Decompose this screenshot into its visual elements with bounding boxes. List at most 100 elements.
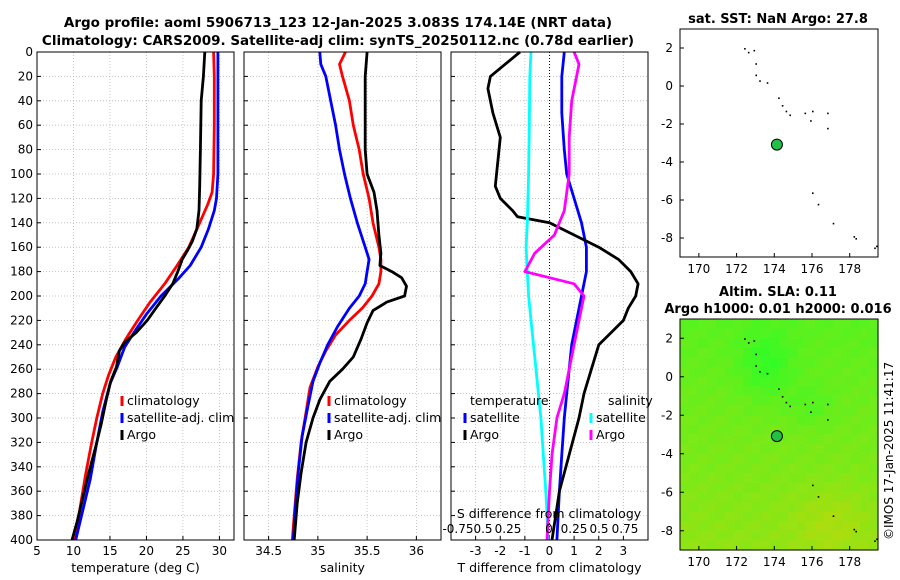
sla-cell: [761, 511, 771, 522]
sla-cell: [797, 338, 807, 349]
island-dot: [812, 401, 814, 404]
y-tick-label: -8: [661, 524, 673, 538]
sla-cell: [779, 501, 789, 513]
sla-cell: [707, 424, 717, 436]
sla-cell: [860, 396, 870, 407]
sla-cell: [707, 453, 717, 464]
sla-cell: [779, 521, 789, 532]
sla-cell: [779, 319, 789, 330]
sla-cell: [860, 338, 870, 349]
sla-cell: [770, 376, 780, 387]
island-dot: [778, 388, 780, 390]
sla-cell: [806, 347, 816, 359]
island-dot: [759, 80, 761, 82]
sla-cell: [698, 473, 708, 484]
sla-cell: [743, 328, 753, 339]
island-dot: [855, 238, 857, 240]
sla-cell: [824, 473, 834, 484]
sla-cell: [815, 347, 825, 359]
x-tick-label: 36: [409, 544, 424, 558]
sla-cell: [788, 347, 798, 359]
y-tick-label: 400: [10, 533, 33, 547]
x-tick-label: 178: [838, 555, 861, 569]
sla-cell: [689, 444, 699, 455]
sla-cell: [770, 492, 780, 503]
sla-cell: [851, 357, 861, 368]
sla-cell: [797, 540, 807, 551]
sla-cell: [734, 444, 744, 455]
sla-cell: [770, 473, 780, 484]
sla-cell: [680, 424, 690, 436]
sla-cell: [752, 386, 762, 397]
sla-cell: [788, 444, 798, 455]
legend-s-satellite-label: satellite: [596, 410, 646, 425]
top-tick-label: 0: [545, 522, 553, 536]
sla-cell: [752, 424, 762, 436]
sla-cell: [833, 319, 843, 330]
sla-cell: [815, 540, 825, 551]
sla-cell: [815, 357, 825, 368]
x-tick-label: 172: [725, 262, 748, 276]
sla-cell: [860, 376, 870, 387]
sla-cell: [725, 511, 735, 522]
sla-cell: [680, 492, 690, 503]
sla-cell: [779, 482, 789, 493]
sla-cell: [869, 319, 879, 330]
sla-cell: [725, 405, 735, 416]
sla-cell: [869, 521, 879, 532]
sla-cell: [860, 319, 870, 330]
sla-cell: [770, 357, 780, 368]
sla-cell: [680, 367, 690, 378]
sla-cell: [869, 482, 879, 493]
y-tick-label: -6: [661, 485, 673, 499]
sla-cell: [860, 540, 870, 551]
sla-cell: [761, 492, 771, 503]
sla-cell: [734, 415, 744, 426]
difference-panel: -3 -2 -1 0 1 2 3 T difference from climatology t…: [442, 50, 653, 575]
sla-cell: [806, 367, 816, 378]
sla-cell: [797, 492, 807, 503]
sla-cell: [806, 492, 816, 503]
sla-cell: [788, 521, 798, 532]
island-dot: [747, 342, 750, 344]
sla-cell: [797, 521, 807, 532]
sla-cell: [689, 328, 699, 339]
y-tick-label: 2: [665, 41, 673, 55]
sla-cell: [680, 376, 690, 387]
sla-cell: [806, 463, 816, 474]
sla-cell: [824, 367, 834, 378]
island-dot: [817, 496, 820, 498]
sla-cell: [761, 482, 771, 493]
y-tick-label: 220: [10, 313, 33, 327]
sla-cell: [743, 444, 753, 455]
difference-s-satellite-line: [524, 51, 550, 541]
sla-cell: [725, 453, 735, 464]
y-tick-label: 300: [10, 411, 33, 425]
island-dot: [766, 82, 769, 84]
sla-cell: [842, 473, 852, 484]
y-tick-label: 320: [10, 435, 33, 449]
sla-cell: [860, 482, 870, 493]
sla-cell: [815, 415, 825, 426]
island-dot: [747, 51, 750, 54]
sla-cell: [770, 415, 780, 426]
sla-cell: [869, 357, 879, 368]
sla-cell: [788, 367, 798, 378]
x-tick-label: 0: [546, 544, 554, 558]
sla-cell: [842, 530, 852, 541]
sla-cell: [815, 328, 825, 339]
island-dot: [874, 247, 876, 250]
sla-cell: [761, 521, 771, 532]
sla-cell: [806, 511, 816, 522]
x-tick-label: 176: [801, 555, 824, 569]
sla-cell: [689, 386, 699, 397]
x-tick-label: 35.5: [354, 544, 381, 558]
sla-cell: [833, 444, 843, 455]
sla-cell: [698, 511, 708, 522]
sla-cell: [707, 415, 717, 426]
sla-cell: [824, 501, 834, 513]
sla-cell: [779, 357, 789, 368]
sla-cell: [734, 347, 744, 359]
temperature-legend-0-label: climatology: [127, 393, 200, 408]
x-tick-label: -3: [470, 544, 482, 558]
